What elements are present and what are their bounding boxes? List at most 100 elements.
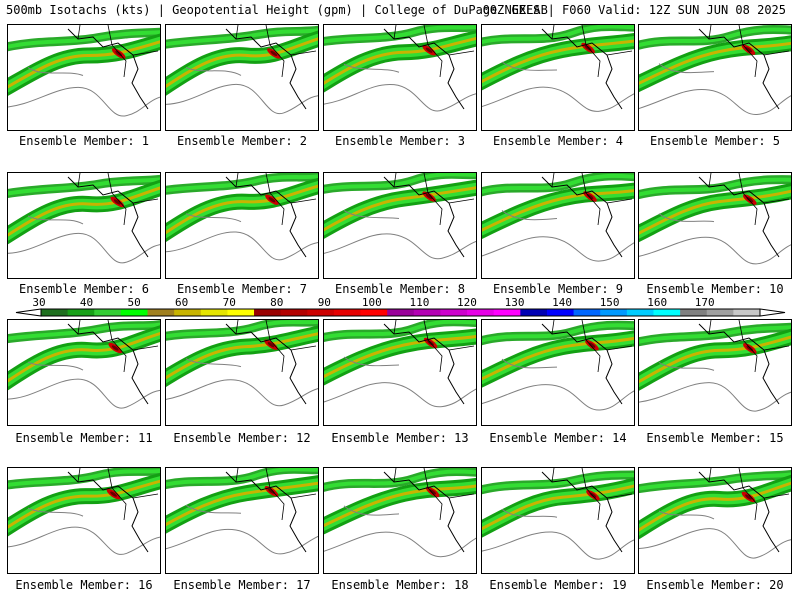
- political-border: [708, 468, 790, 521]
- jet-stream-band: [482, 25, 634, 45]
- jet-stream-band: [482, 473, 634, 492]
- jet-stream-band: [639, 177, 791, 197]
- ensemble-member-label: Ensemble Member: 3: [334, 134, 466, 148]
- jet-stream-band: [324, 36, 476, 85]
- ensemble-map: [639, 320, 791, 412]
- jet-stream-band: [482, 173, 634, 194]
- colorbar-segment: [200, 309, 228, 316]
- ensemble-map-panel: [323, 319, 477, 426]
- colorbar-tick-label: 60: [175, 296, 189, 309]
- colorbar-tick-label: 120: [457, 296, 477, 309]
- jet-stream-band: [482, 189, 634, 232]
- jet-stream-band: [166, 28, 318, 47]
- ensemble-member-label: Ensemble Member: 9: [492, 282, 624, 296]
- ensemble-map: [482, 173, 634, 262]
- colorbar-segment: [440, 309, 468, 316]
- height-contour: [658, 213, 715, 223]
- colorbar-segment: [413, 309, 441, 316]
- ensemble-member-label: Ensemble Member: 11: [15, 431, 153, 445]
- jet-stream-band: [639, 27, 791, 48]
- jet-max: [113, 199, 121, 205]
- colorbar-segment: [680, 309, 708, 316]
- ensemble-member-label: Ensemble Member: 19: [489, 578, 627, 592]
- jet-stream-band: [482, 39, 634, 84]
- political-border: [235, 173, 317, 226]
- height-contour: [658, 63, 715, 74]
- height-contour: [166, 528, 318, 555]
- coastline: [383, 28, 465, 110]
- ensemble-map-panel: [481, 467, 635, 574]
- ensemble-map: [639, 173, 791, 265]
- ensemble-map: [324, 468, 476, 558]
- height-contour: [166, 379, 318, 407]
- ensemble-map: [639, 468, 791, 559]
- ensemble-map: [166, 173, 318, 261]
- height-contour: [639, 528, 791, 559]
- colorbar-tick-label: 30: [32, 296, 46, 309]
- height-contour: [27, 361, 84, 371]
- colorbar-segment: [467, 309, 495, 316]
- ensemble-map: [166, 25, 318, 115]
- coastline: [67, 28, 149, 110]
- coastline: [225, 323, 307, 405]
- height-contour: [658, 361, 715, 371]
- ensemble-map: [8, 468, 160, 555]
- jet-stream-band: [8, 468, 160, 487]
- colorbar-segment: [333, 309, 362, 316]
- ensemble-member-label: Ensemble Member: 8: [334, 282, 466, 296]
- colorbar-tick-label: 140: [552, 296, 573, 309]
- coastline: [541, 176, 623, 258]
- jet-stream-band: [8, 177, 160, 196]
- ensemble-member-label: Ensemble Member: 14: [489, 431, 627, 445]
- ensemble-member-label: Ensemble Member: 15: [646, 431, 784, 445]
- height-contour: [185, 358, 242, 368]
- jet-stream-band: [8, 40, 160, 89]
- coastline: [383, 471, 465, 553]
- colorbar-tick-label: 70: [222, 296, 236, 309]
- coastline: [225, 28, 307, 110]
- jet-max: [425, 47, 433, 53]
- ensemble-map-panel: [7, 319, 161, 426]
- ensemble-map: [166, 320, 318, 407]
- jet-stream-band: [8, 186, 160, 237]
- ensemble-map-panel: [638, 467, 792, 574]
- coastline: [541, 471, 623, 553]
- jet-stream-band: [166, 481, 318, 527]
- political-border: [551, 468, 633, 521]
- ensemble-map-panel: [638, 319, 792, 426]
- coastline: [383, 323, 465, 405]
- jet-stream-band: [639, 325, 791, 344]
- ensemble-map-panel: [7, 24, 161, 131]
- height-contour: [27, 67, 84, 76]
- colorbar-segment: [546, 309, 575, 316]
- jet-stream-band: [166, 320, 318, 339]
- jet-stream-band: [482, 336, 634, 381]
- ensemble-member-label: Ensemble Member: 17: [173, 578, 311, 592]
- colorbar-graphic: [15, 308, 786, 317]
- jet-stream-band: [324, 484, 476, 528]
- colorbar-tick-label: 160: [647, 296, 668, 309]
- colorbar-segment: [600, 309, 628, 316]
- height-contour: [185, 66, 242, 76]
- coastline: [225, 471, 307, 553]
- jet-max: [270, 50, 278, 57]
- jet-stream-band: [8, 332, 160, 383]
- jet-stream-band: [324, 186, 476, 232]
- coastline: [67, 471, 149, 553]
- height-contour: [343, 63, 400, 73]
- ensemble-member-label: Ensemble Member: 13: [331, 431, 469, 445]
- jet-max: [588, 342, 596, 348]
- political-border: [393, 320, 475, 373]
- height-contour: [639, 382, 791, 412]
- ensemble-map-panel: [481, 319, 635, 426]
- jet-stream-band: [8, 322, 160, 341]
- jet-stream-band: [324, 469, 476, 490]
- jet-stream-band: [166, 184, 318, 235]
- ensemble-member-label: Ensemble Member: 18: [331, 578, 469, 592]
- political-border: [235, 468, 317, 521]
- political-border: [393, 468, 475, 521]
- height-contour: [185, 213, 242, 223]
- political-border: [708, 25, 790, 78]
- jet-stream-band: [166, 37, 318, 88]
